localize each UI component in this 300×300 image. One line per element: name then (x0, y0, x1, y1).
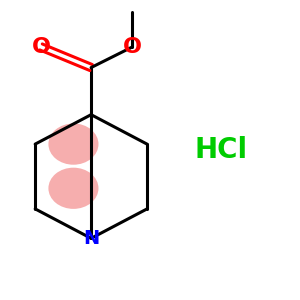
Text: N: N (83, 229, 99, 248)
Ellipse shape (48, 168, 98, 209)
Ellipse shape (48, 124, 98, 165)
Text: O: O (123, 37, 142, 57)
Text: O: O (32, 37, 51, 57)
Text: HCl: HCl (194, 136, 247, 164)
